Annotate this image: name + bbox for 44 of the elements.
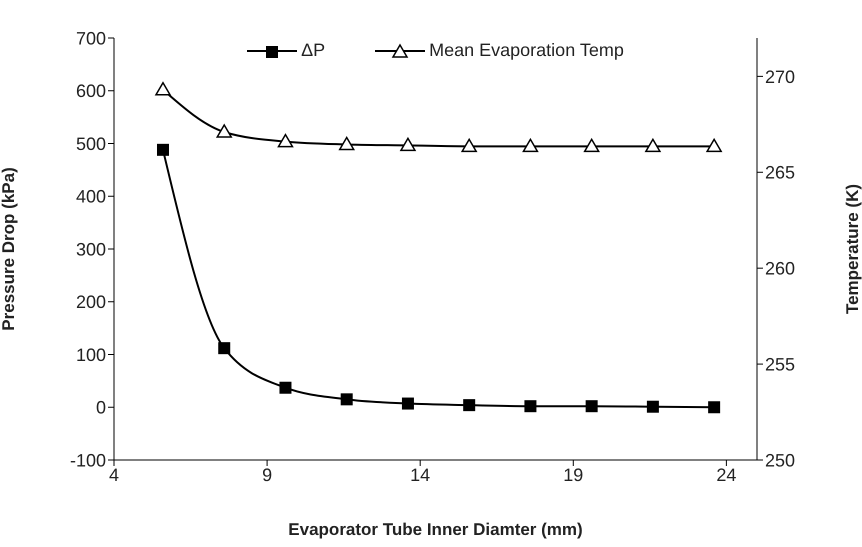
y-tick-label: 600 <box>76 81 106 102</box>
point <box>524 400 536 412</box>
point <box>646 400 659 413</box>
y-tick-label: 0 <box>96 398 106 418</box>
x-axis-title: Evaporator Tube Inner Diamter (mm) <box>288 520 583 539</box>
point <box>278 134 294 148</box>
y2-tick-label: 255 <box>765 354 796 374</box>
y-tick-label: 700 <box>76 28 106 48</box>
y-tick-label: 100 <box>76 344 106 365</box>
y-tick-label: 200 <box>76 292 106 312</box>
point <box>156 144 169 156</box>
point <box>584 138 600 152</box>
x-tick-label: 24 <box>716 464 736 485</box>
y-tick-label: 300 <box>76 239 106 260</box>
point <box>155 82 171 96</box>
point <box>522 138 538 152</box>
y2-tick-label: 265 <box>765 162 796 183</box>
point <box>218 342 230 354</box>
legend-label: ΔP <box>301 40 326 61</box>
point <box>279 382 292 394</box>
x-tick-label: 19 <box>563 464 584 485</box>
y-axis-title: Pressure Drop (kPa) <box>0 167 18 331</box>
legend-label: Mean Evaporation Temp <box>429 40 624 61</box>
point <box>463 399 476 412</box>
point <box>645 138 661 152</box>
y2-axis-title: Temperature (K) <box>843 184 862 314</box>
point <box>402 398 414 410</box>
x-tick-label: 4 <box>108 464 120 485</box>
y2-tick-label: 260 <box>765 258 796 279</box>
point <box>586 400 598 412</box>
y2-tick-label: 270 <box>765 66 796 87</box>
point <box>340 393 353 406</box>
point <box>706 138 722 152</box>
point <box>400 138 416 152</box>
point <box>708 401 720 414</box>
point <box>461 138 477 152</box>
point <box>338 136 354 150</box>
x-tick-label: 14 <box>410 464 430 485</box>
x-tick-label: 9 <box>262 464 272 485</box>
y-tick-label: 400 <box>76 186 106 207</box>
point <box>216 124 232 138</box>
y2-tick-label: 250 <box>765 450 796 470</box>
y-tick-label: -100 <box>70 450 106 470</box>
y-tick-label: 500 <box>76 134 106 154</box>
